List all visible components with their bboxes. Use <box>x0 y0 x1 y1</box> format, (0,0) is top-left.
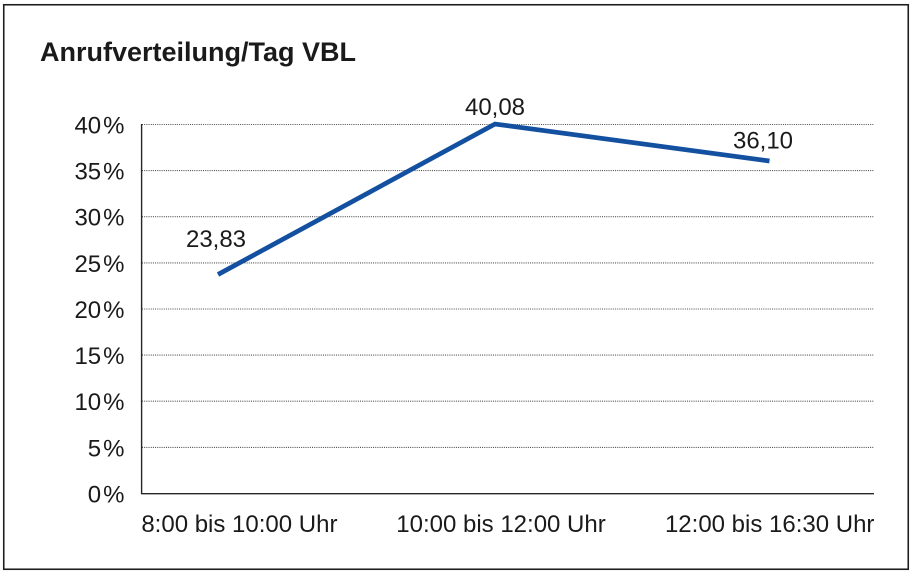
svg-text:30 %: 30 % <box>74 205 124 232</box>
svg-text:35 %: 35 % <box>74 159 124 186</box>
svg-text:23,83: 23,83 <box>186 226 246 253</box>
svg-text:15 %: 15 % <box>74 343 124 370</box>
svg-text:40 %: 40 % <box>74 113 124 140</box>
svg-text:40,08: 40,08 <box>465 94 525 121</box>
svg-text:10:00 bis 12:00 Uhr: 10:00 bis 12:00 Uhr <box>396 511 605 538</box>
svg-text:25 %: 25 % <box>74 251 124 278</box>
svg-text:5 %: 5 % <box>88 435 125 462</box>
svg-text:Anrufverteilung/Tag VBL: Anrufverteilung/Tag VBL <box>40 37 356 67</box>
svg-text:12:00 bis 16:30 Uhr: 12:00 bis 16:30 Uhr <box>665 511 874 538</box>
svg-text:36,10: 36,10 <box>733 128 793 155</box>
svg-text:0 %: 0 % <box>88 482 125 509</box>
svg-text:20 %: 20 % <box>74 297 124 324</box>
svg-text:8:00 bis 10:00 Uhr: 8:00 bis 10:00 Uhr <box>141 511 337 538</box>
svg-text:10 %: 10 % <box>74 389 124 416</box>
